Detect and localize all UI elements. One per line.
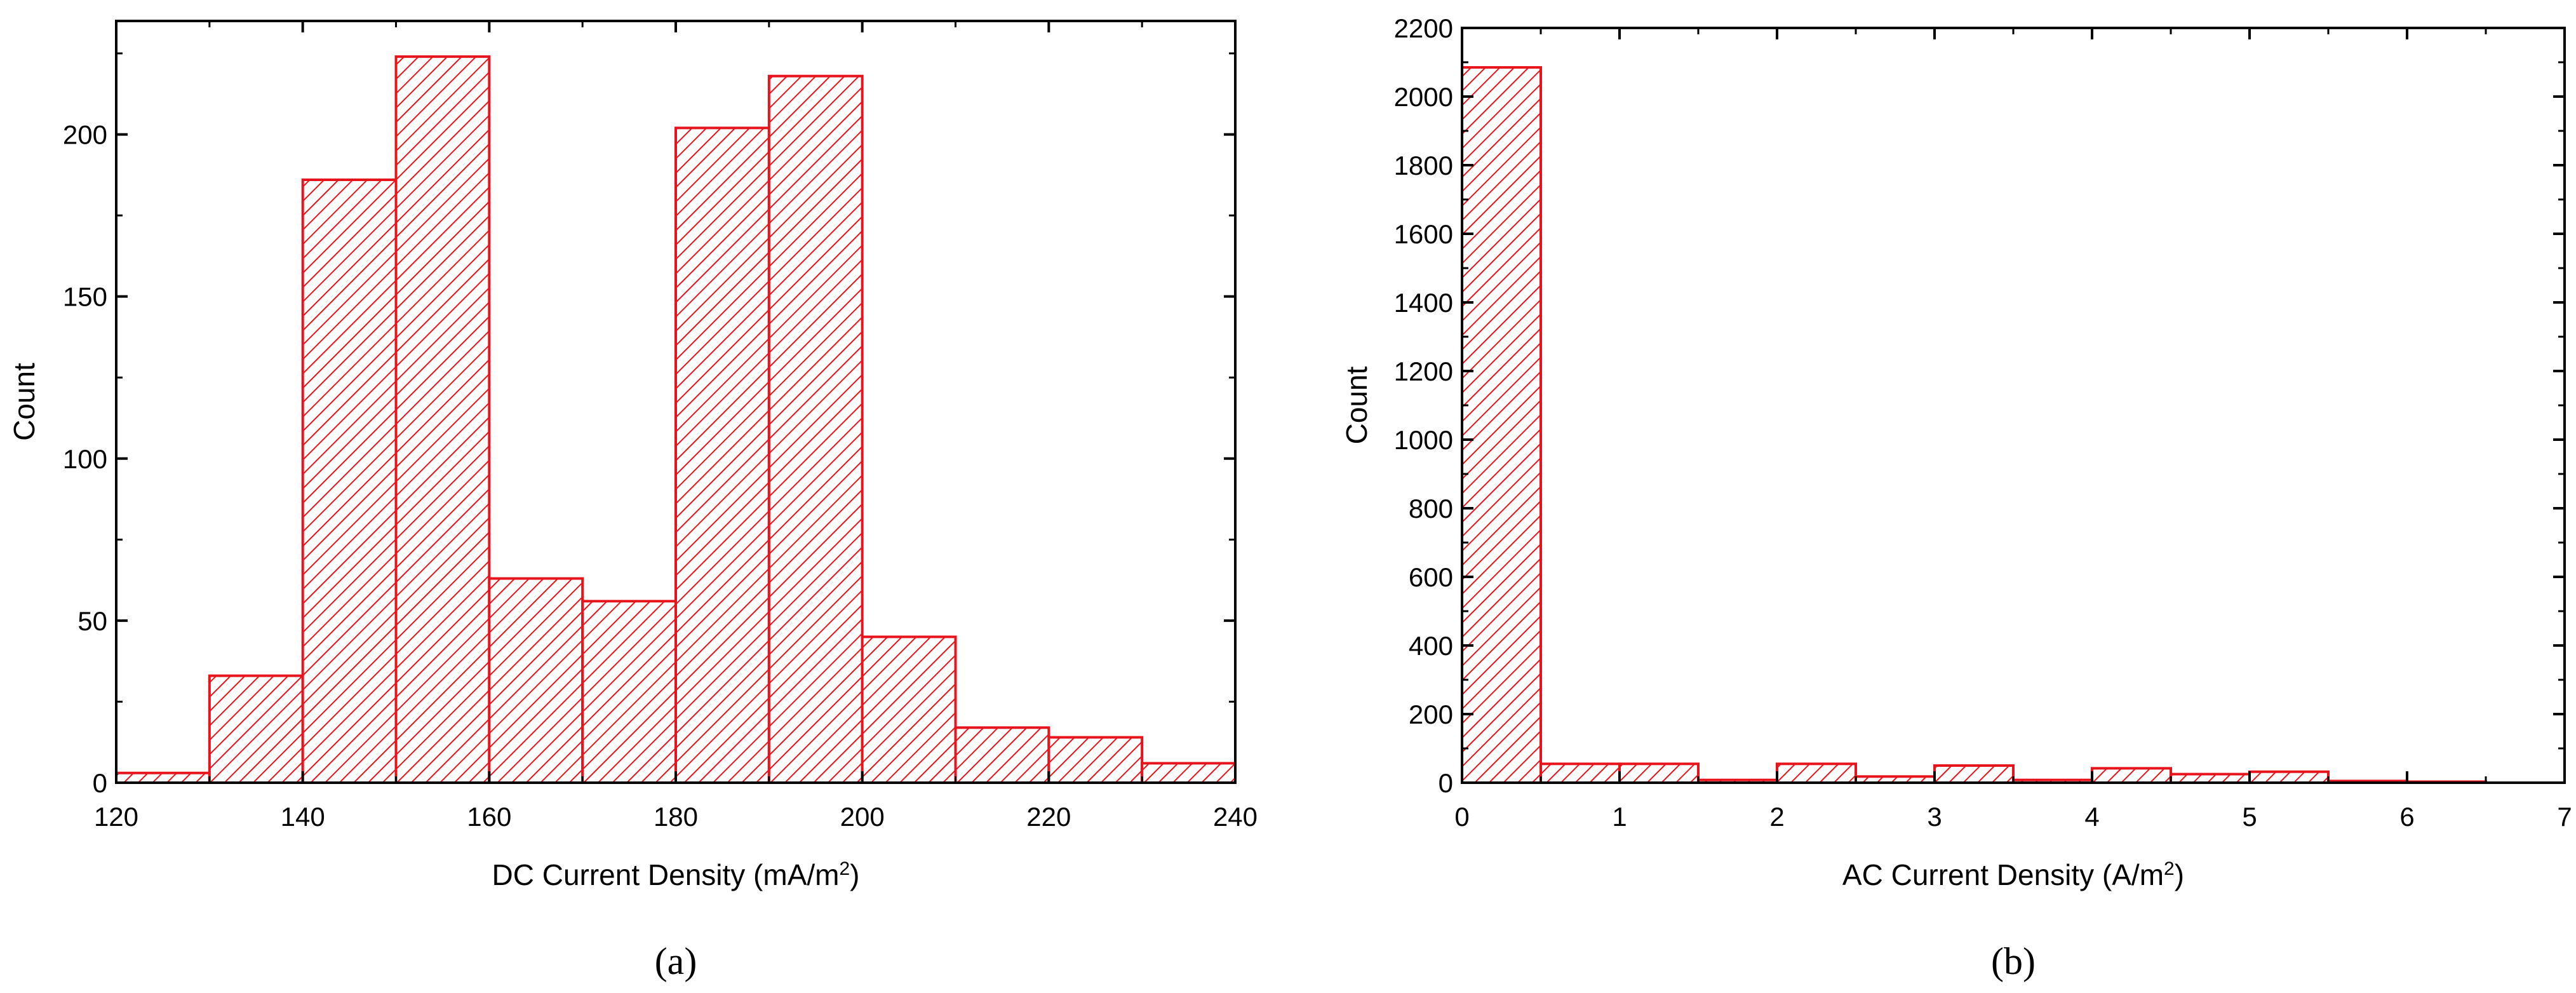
x-tick-label: 7 [2557,802,2572,832]
y-tick-label: 150 [63,282,107,312]
x-tick-label: 200 [840,802,885,832]
histogram-bar [1618,762,1700,785]
histogram-bar [1461,66,1542,785]
x-tick-label: 240 [1213,802,1258,832]
histogram-a-bars [115,55,1237,785]
x-tick-label: 160 [467,802,511,832]
y-tick-label: 1200 [1394,356,1453,386]
x-tick-label: 5 [2242,802,2257,832]
x-tick-label: 140 [281,802,325,832]
histogram-bar [1141,762,1237,784]
x-tick-label: 220 [1026,802,1071,832]
y-tick-label: 200 [1409,699,1453,729]
y-axis-label-b: Count [1340,366,1373,444]
y-tick-label: 0 [93,768,107,798]
x-tick-label: 120 [94,802,138,832]
histogram-bar [2248,770,2330,784]
y-axis-label-a: Count [8,363,41,441]
y-tick-label: 400 [1409,631,1453,661]
y-tick-label: 2200 [1394,13,1453,43]
y-tick-label: 50 [77,606,107,636]
histogram-bar [2170,773,2251,784]
y-tick-label: 800 [1409,494,1453,524]
x-tick-label: 180 [654,802,698,832]
y-tick-label: 1800 [1394,151,1453,180]
histogram-bar [861,635,957,784]
x-tick-label: 2 [1769,802,1784,832]
panel-label-a: (a) [655,940,697,982]
y-tick-label: 1000 [1394,425,1453,455]
y-tick-label: 1400 [1394,288,1453,318]
plot-frame-b [1461,27,2566,784]
histogram-bar [1776,762,1857,785]
x-tick-label: 0 [1454,802,1469,832]
histogram-bar [115,771,211,784]
axis-ticks-a: 120 140 160 180 200 220 240 0 50 100 150 200 [63,21,1258,832]
histogram-panel-a: 120 140 160 180 200 220 240 0 50 100 150 200 DC Cur… [8,20,1258,982]
panel-label-b: (b) [1991,940,2036,982]
histogram-bar [767,74,864,784]
x-tick-label: 3 [1927,802,1942,832]
histogram-bar [2091,767,2172,784]
y-tick-label: 0 [1439,768,1453,798]
histogram-bar [208,674,304,784]
histogram-bar [394,55,491,784]
histogram-bar [954,726,1050,784]
histogram-bar [1933,764,2015,784]
y-tick-label: 600 [1409,562,1453,592]
axis-ticks-b: 0 1 2 3 4 5 6 7 0 200 400 600 800 1000 1200 1400 1600 180… [1394,13,2572,832]
y-tick-label: 2000 [1394,82,1453,112]
y-tick-label: 1600 [1394,219,1453,249]
y-tick-label: 200 [63,120,107,150]
x-tick-label: 4 [2084,802,2099,832]
histogram-bar [674,126,770,784]
x-tick-label: 6 [2399,802,2414,832]
x-axis-label-b: AC Current Density (A/m2) [1842,858,2184,892]
histogram-bar [488,577,584,785]
y-tick-label: 100 [63,444,107,474]
histogram-bar [301,179,398,784]
x-axis-label-a: DC Current Density (mA/m2) [492,858,860,892]
histogram-bar [1047,736,1144,784]
histogram-panel-b: 0 1 2 3 4 5 6 7 0 200 400 600 800 1000 1200 1400 1600 180… [1340,13,2572,982]
x-tick-label: 1 [1612,802,1627,832]
histogram-b-bars [1461,66,2487,785]
histogram-bar [1540,762,1621,785]
histogram-bar [581,600,678,784]
